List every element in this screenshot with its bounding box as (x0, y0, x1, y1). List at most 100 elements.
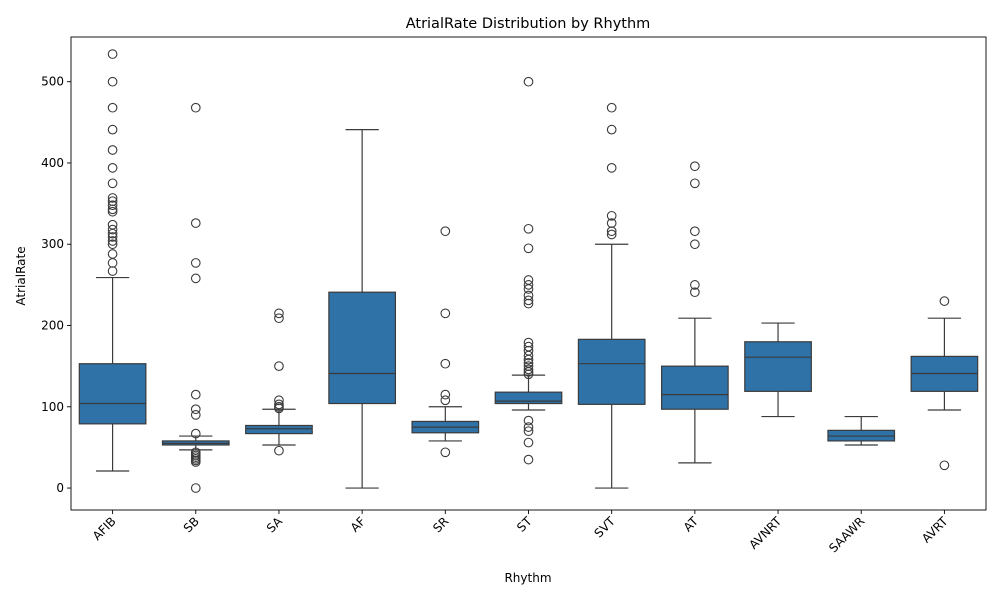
outlier-point (107, 178, 118, 189)
iqr-box (328, 291, 397, 405)
iqr-box (744, 341, 812, 392)
outlier-point (606, 218, 617, 228)
outlier-point (939, 296, 950, 306)
box-avnrt (744, 322, 812, 418)
outlier-point (107, 76, 118, 87)
outlier-point (274, 308, 284, 319)
outlier-point (107, 219, 118, 230)
x-tick-label: SVT (592, 514, 619, 541)
outlier-point (440, 395, 451, 406)
outlier-point (107, 193, 118, 203)
box-af (328, 129, 397, 489)
outlier-point (523, 341, 534, 352)
outlier-point (107, 236, 118, 246)
outlier-point (190, 483, 201, 493)
outlier-point (107, 232, 118, 242)
outlier-point (107, 49, 118, 59)
x-axis: AFIB SB SA AF SR ST SVT AT AVNRT SAAWR AVRT (90, 510, 951, 555)
x-axis-label: Rhythm (504, 571, 551, 585)
box-sa (245, 308, 313, 456)
y-tick-label: 500 (41, 75, 64, 89)
outlier-point (690, 161, 700, 172)
outlier-point (523, 415, 534, 426)
x-tick-label: AT (681, 514, 702, 535)
outlier-point (190, 447, 201, 458)
box-st (494, 76, 563, 465)
x-tick-label: AVNRT (746, 514, 784, 552)
box-saawr (827, 415, 896, 446)
box-afib (78, 49, 147, 472)
outlier-point (107, 206, 118, 217)
outlier-point (440, 308, 451, 319)
outlier-point (190, 273, 201, 284)
outlier-point (107, 239, 118, 250)
outlier-point (523, 243, 534, 254)
y-axis: 0 100 200 300 400 500 (41, 75, 71, 495)
outlier-point (107, 145, 118, 155)
outlier-point (274, 399, 284, 410)
outlier-point (606, 229, 617, 240)
outlier-point (107, 200, 118, 211)
x-tick-label: AVRT (919, 514, 951, 546)
outlier-point (690, 239, 700, 250)
box-at (660, 161, 729, 464)
outlier-point (523, 422, 534, 432)
outlier-point (274, 401, 284, 412)
outlier-point (190, 389, 201, 400)
y-tick-label: 200 (41, 319, 64, 333)
outlier-point (190, 102, 201, 113)
outlier-point (606, 102, 617, 113)
y-tick-label: 100 (41, 400, 64, 414)
outlier-point (190, 258, 201, 268)
outlier-point (523, 337, 534, 348)
outlier-point (440, 226, 451, 237)
outlier-point (107, 224, 118, 235)
outlier-point (523, 437, 534, 448)
box-avrt (910, 296, 979, 471)
outlier-point (190, 410, 201, 420)
y-axis-label: AtrialRate (14, 246, 28, 305)
outlier-point (107, 258, 118, 268)
outlier-point (523, 76, 534, 87)
outlier-point (939, 460, 950, 471)
outlier-point (107, 162, 118, 173)
box-sb (161, 102, 230, 493)
iqr-box (494, 391, 563, 405)
iqr-box (660, 365, 729, 410)
chart-title: AtrialRate Distribution by Rhythm (406, 16, 651, 32)
outlier-point (690, 287, 700, 298)
outlier-point (606, 162, 617, 173)
outlier-point (274, 445, 284, 456)
x-tick-label: ST (514, 514, 535, 535)
outlier-point (274, 313, 284, 324)
outlier-point (523, 295, 534, 306)
iqr-box (78, 363, 147, 425)
outlier-point (523, 426, 534, 437)
plot-area (70, 36, 987, 511)
x-tick-label: SR (430, 514, 451, 535)
box-sr (411, 226, 480, 458)
outlier-point (690, 280, 700, 290)
x-tick-label: SB (181, 514, 202, 535)
outlier-point (690, 226, 700, 237)
x-tick-label: AFIB (90, 514, 119, 543)
outlier-point (107, 124, 118, 135)
outlier-point (606, 210, 617, 221)
outlier-point (606, 124, 617, 135)
outlier-point (523, 223, 534, 234)
outlier-point (190, 428, 201, 439)
iqr-box (245, 424, 313, 435)
y-tick-label: 400 (41, 156, 64, 170)
outlier-point (440, 447, 451, 458)
outlier-point (274, 395, 284, 406)
outlier-point (523, 290, 534, 301)
box-svt (577, 102, 646, 489)
outlier-point (190, 218, 201, 228)
outlier-point (523, 361, 534, 371)
outlier-point (690, 178, 700, 189)
outlier-point (523, 358, 534, 368)
outlier-point (523, 454, 534, 465)
outlier-point (523, 275, 534, 285)
outlier-point (190, 404, 201, 415)
